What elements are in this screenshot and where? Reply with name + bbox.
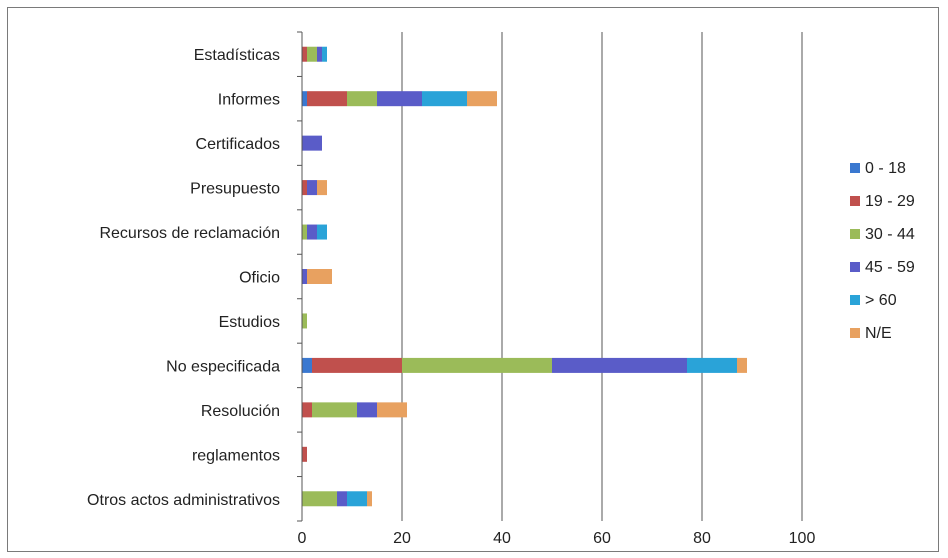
category-label: Recursos de reclamación	[99, 225, 280, 242]
bar-segment	[302, 491, 337, 507]
bar-segment	[347, 491, 367, 507]
x-tick-label: 100	[789, 530, 816, 547]
bar-segment	[322, 46, 327, 62]
bar-segment	[302, 180, 307, 196]
legend-item: 0 - 18	[850, 160, 906, 177]
bar-segment	[317, 224, 327, 240]
bar-segment	[317, 46, 322, 62]
legend-label: 19 - 29	[865, 193, 915, 210]
bars	[302, 46, 747, 507]
category-label: Estudios	[219, 314, 280, 331]
legend-item: N/E	[850, 325, 892, 342]
legend-label: > 60	[865, 292, 897, 309]
stacked-bar-chart: Estadísticas Informes Certificados Presupue…	[87, 31, 915, 547]
legend-swatch	[850, 229, 860, 239]
category-labels: Estadísticas Informes Certificados Presupue…	[87, 47, 280, 509]
legend-swatch	[850, 328, 860, 338]
bar-segment	[307, 269, 332, 284]
legend-item: 30 - 44	[850, 226, 915, 243]
category-label: Resolución	[201, 403, 280, 420]
category-label: Otros actos administrativos	[87, 492, 280, 509]
category-label: Certificados	[196, 136, 280, 153]
bar-segment	[337, 491, 347, 507]
bar-segment	[302, 402, 312, 418]
legend: 0 - 18 19 - 29 30 - 44 45 - 59 > 60 N/E	[850, 160, 915, 342]
category-label: Oficio	[239, 270, 280, 287]
category-label: Informes	[218, 92, 280, 109]
bar-segment	[467, 91, 497, 107]
x-tick-label: 20	[393, 530, 411, 547]
category-label: reglamentos	[192, 447, 280, 464]
bar-segment	[302, 46, 307, 62]
legend-swatch	[850, 196, 860, 206]
bar-segment	[317, 180, 327, 196]
bar-segment	[307, 180, 317, 196]
legend-item: 19 - 29	[850, 193, 915, 210]
legend-label: 0 - 18	[865, 160, 906, 177]
bar-segment	[377, 91, 422, 107]
bar-segment	[302, 224, 307, 240]
bar-segment	[302, 269, 307, 284]
bar-segment	[357, 402, 377, 418]
x-tick-labels: 0 20 40 60 80 100	[298, 530, 816, 547]
legend-swatch	[850, 262, 860, 272]
bar-segment	[302, 313, 307, 329]
bar-segment	[307, 224, 317, 240]
bar-segment	[737, 357, 747, 373]
bar-segment	[347, 91, 377, 107]
bar-segment	[302, 91, 307, 107]
legend-item: 45 - 59	[850, 259, 915, 276]
x-tick-label: 60	[593, 530, 611, 547]
bar-segment	[312, 357, 402, 373]
x-tick-label: 80	[693, 530, 711, 547]
bar-segment	[552, 357, 687, 373]
bar-segment	[307, 46, 317, 62]
legend-label: 45 - 59	[865, 259, 915, 276]
legend-label: N/E	[865, 325, 892, 342]
legend-swatch	[850, 163, 860, 173]
bar-segment	[302, 357, 312, 373]
bar-segment	[367, 491, 372, 507]
bar-segment	[687, 357, 737, 373]
bar-segment	[377, 402, 407, 418]
y-axis	[297, 31, 303, 522]
x-tick-label: 40	[493, 530, 511, 547]
x-tick-label: 0	[298, 530, 307, 547]
chart-frame: Estadísticas Informes Certificados Presupue…	[7, 7, 939, 552]
category-label: Estadísticas	[194, 47, 280, 64]
legend-swatch	[850, 295, 860, 305]
bar-segment	[312, 402, 357, 418]
bar-segment	[307, 91, 347, 107]
bar-segment	[302, 135, 322, 151]
bar-segment	[422, 91, 467, 107]
category-label: No especificada	[166, 358, 280, 375]
legend-label: 30 - 44	[865, 226, 915, 243]
legend-item: > 60	[850, 292, 897, 309]
bar-segment	[302, 446, 307, 462]
category-label: Presupuesto	[190, 181, 280, 198]
bar-segment	[402, 357, 552, 373]
gridlines	[401, 32, 803, 521]
